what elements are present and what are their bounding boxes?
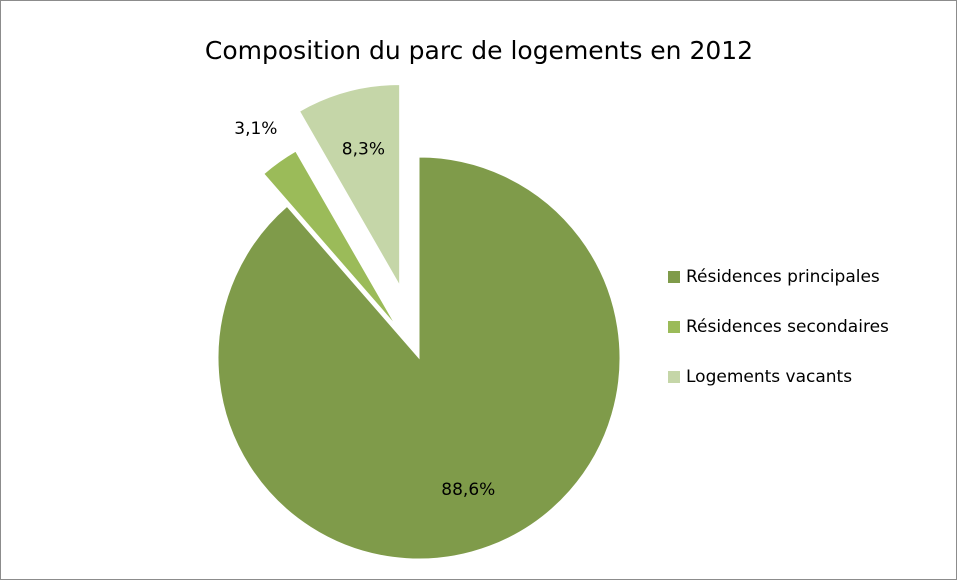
legend-swatch <box>668 371 680 383</box>
data-label: 88,6% <box>441 480 495 500</box>
pie-slice <box>263 150 397 326</box>
data-label: 3,1% <box>234 119 277 139</box>
data-label: 8,3% <box>342 140 385 160</box>
legend-label: Résidences secondaires <box>686 317 889 337</box>
legend-label: Logements vacants <box>686 367 852 387</box>
pie-slice <box>217 156 621 560</box>
chart-title: Composition du parc de logements en 2012 <box>205 36 753 65</box>
legend-label: Résidences principales <box>686 267 880 287</box>
pie-slice <box>298 84 401 288</box>
legend-swatch <box>668 271 680 283</box>
legend-swatch <box>668 321 680 333</box>
